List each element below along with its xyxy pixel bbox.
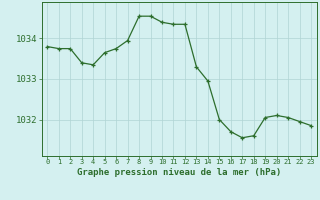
X-axis label: Graphe pression niveau de la mer (hPa): Graphe pression niveau de la mer (hPa) (77, 168, 281, 177)
